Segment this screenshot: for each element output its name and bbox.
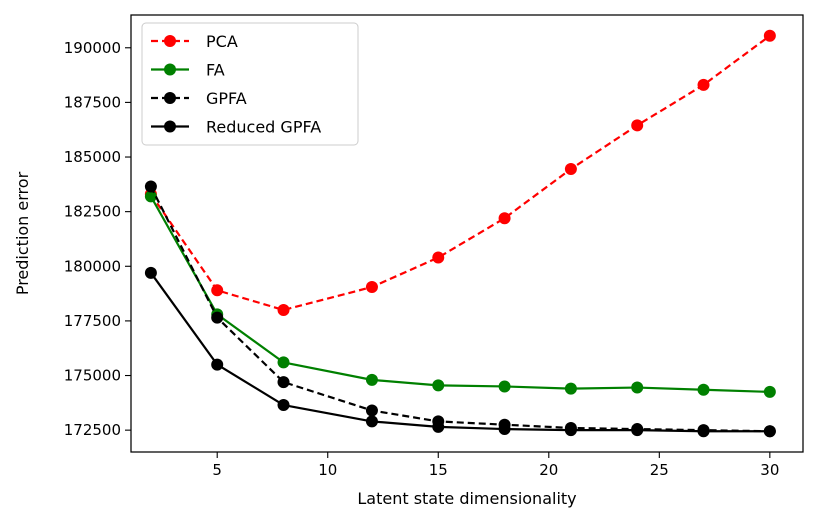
data-point-fa	[763, 385, 776, 398]
data-point-pca	[697, 78, 710, 91]
legend-label: FA	[206, 61, 225, 80]
legend-label: GPFA	[206, 89, 247, 108]
x-tick-label: 30	[760, 461, 779, 479]
legend-box	[141, 22, 359, 146]
data-point-fa	[144, 190, 157, 203]
data-point-reduced-gpfa	[564, 424, 577, 437]
data-point-gpfa	[277, 376, 290, 389]
x-tick-label: 15	[429, 461, 448, 479]
y-tick-label: 177500	[64, 312, 121, 330]
y-tick-label: 185000	[64, 148, 121, 166]
series-reduced-gpfa	[144, 266, 776, 438]
data-point-reduced-gpfa	[432, 420, 445, 433]
x-tick-label: 25	[650, 461, 669, 479]
x-axis: 5 10 15 20 25 30	[212, 452, 779, 479]
legend-label: Reduced GPFA	[206, 118, 321, 137]
data-point-reduced-gpfa	[631, 424, 644, 437]
x-tick-label: 5	[212, 461, 222, 479]
series-line-pca	[149, 34, 771, 312]
y-tick-label: 190000	[64, 39, 121, 57]
data-point-pca	[498, 212, 511, 225]
legend: PCA FA GPFA Reduced GPFA	[141, 22, 359, 146]
legend-marker	[164, 92, 176, 104]
data-point-pca	[564, 163, 577, 176]
legend-marker	[164, 35, 176, 47]
series-line-reduced-gpfa	[149, 272, 770, 433]
data-point-reduced-gpfa	[277, 399, 290, 412]
legend-item-fa: FA	[151, 61, 225, 80]
legend-marker	[164, 63, 176, 76]
series-pca	[144, 29, 776, 316]
series-line-gpfa	[149, 186, 770, 433]
x-tick-label: 10	[318, 461, 337, 479]
data-point-reduced-gpfa	[144, 266, 157, 279]
data-point-gpfa	[144, 180, 157, 193]
data-point-pca	[365, 281, 378, 294]
data-point-reduced-gpfa	[211, 358, 224, 371]
data-point-pca	[211, 284, 224, 297]
data-point-fa	[631, 381, 644, 394]
y-tick-label: 180000	[64, 257, 121, 275]
plot-frame	[130, 14, 804, 453]
data-point-gpfa	[365, 404, 378, 417]
legend-item-gpfa: GPFA	[151, 89, 247, 108]
y-tick-label: 187500	[64, 93, 121, 111]
data-point-reduced-gpfa	[697, 425, 710, 438]
legend-item-reduced-gpfa: Reduced GPFA	[151, 118, 321, 137]
x-axis-label: Latent state dimensionality	[357, 489, 576, 508]
data-point-fa	[697, 383, 710, 396]
series-gpfa	[144, 180, 776, 438]
data-point-pca	[631, 119, 644, 132]
y-tick-label: 182500	[64, 203, 121, 221]
data-point-fa	[564, 382, 577, 395]
y-tick-label: 175000	[64, 367, 121, 385]
data-point-fa	[365, 373, 378, 386]
legend-item-pca: PCA	[151, 32, 238, 51]
data-point-reduced-gpfa	[365, 415, 378, 428]
data-point-fa	[432, 379, 445, 392]
data-point-gpfa	[211, 311, 224, 324]
data-point-reduced-gpfa	[763, 425, 776, 438]
data-point-pca	[763, 29, 776, 42]
data-point-fa	[277, 356, 290, 369]
x-tick-label: 20	[539, 461, 558, 479]
data-point-pca	[432, 251, 445, 264]
y-axis: 172500 175000 177500 180000 182500 185000 1875…	[64, 39, 131, 439]
legend-marker	[164, 120, 176, 133]
y-axis-label: Prediction error	[13, 171, 32, 295]
data-point-pca	[277, 303, 290, 316]
y-tick-label: 172500	[64, 421, 121, 439]
plot-content	[144, 29, 776, 438]
data-point-fa	[498, 380, 511, 393]
series-line-fa	[149, 195, 770, 394]
legend-label: PCA	[206, 32, 238, 51]
series-fa	[144, 190, 776, 398]
data-point-reduced-gpfa	[498, 423, 511, 436]
